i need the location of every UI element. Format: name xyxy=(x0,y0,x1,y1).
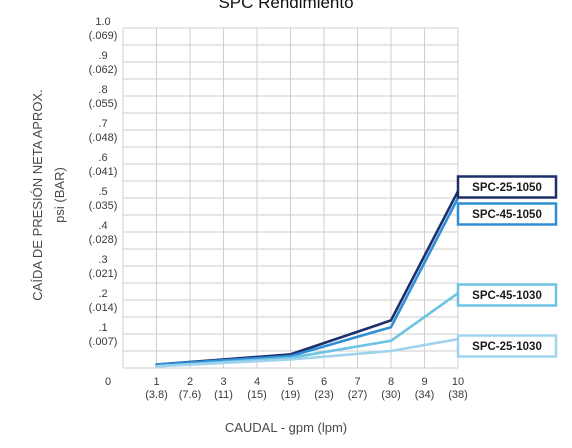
legend-box-spc-45-1050 xyxy=(456,202,558,226)
x-tick-label-lpm: (30) xyxy=(381,389,401,401)
legend: SPC-25-1050 SPC-45-1050 SPC-45-1030 SPC-25-… xyxy=(456,175,558,358)
x-axis-label: CAUDAL - gpm (lpm) xyxy=(225,420,347,435)
x-tick-label-lpm: (15) xyxy=(247,389,267,401)
y-tick-label-psi: .9 xyxy=(98,50,107,62)
legend-box-spc-45-1030 xyxy=(456,283,558,307)
x-tick-label-lpm: (19) xyxy=(281,389,301,401)
legend-label-spc-25-1030: SPC-25-1030 xyxy=(472,341,542,353)
y-tick-label-bar: (.007) xyxy=(89,336,118,348)
y-axis-label-line1: CAÍDA DE PRESIÓN NETA APROX. xyxy=(30,89,45,300)
y-tick-label-psi: .4 xyxy=(98,220,107,232)
legend-label-spc-45-1030: SPC-45-1030 xyxy=(472,290,542,302)
grid xyxy=(122,27,459,369)
legend-label-spc-25-1050: SPC-25-1050 xyxy=(472,182,542,194)
x-tick-label-lpm: (38) xyxy=(448,389,468,401)
legend-label-spc-45-1050: SPC-45-1050 xyxy=(472,209,542,221)
x-tick-label-lpm: (23) xyxy=(314,389,334,401)
x-tick-label-gpm: 3 xyxy=(220,376,226,388)
y-tick-label-psi: 1.0 xyxy=(95,16,110,28)
y-tick-label-psi: .3 xyxy=(98,254,107,266)
x-tick-label-gpm: 5 xyxy=(287,376,293,388)
y-tick-label-bar: (.055) xyxy=(89,98,118,110)
y-tick-label-psi: .1 xyxy=(98,322,107,334)
y-tick-label-psi: .7 xyxy=(98,118,107,130)
y-tick-label-bar: (.062) xyxy=(89,64,118,76)
series-line-spc-25-1030 xyxy=(155,337,460,368)
y-tick-label-psi: .5 xyxy=(98,186,107,198)
x-tick-label-lpm: (11) xyxy=(214,389,233,401)
x-tick-label-gpm: 6 xyxy=(321,376,327,388)
y-tick-label-bar: (.014) xyxy=(89,302,118,314)
y-axis-label-line2: psi (BAR) xyxy=(52,167,67,223)
y-tick-label-psi: .6 xyxy=(98,152,107,164)
x-tick-label-lpm: (34) xyxy=(415,389,435,401)
y-tick-label-psi: .8 xyxy=(98,84,107,96)
x-tick-label-lpm: (27) xyxy=(348,389,368,401)
y-tick-label-bar: (.021) xyxy=(89,268,118,280)
y-tick-label-psi: .2 xyxy=(98,288,107,300)
series-lines xyxy=(155,189,460,368)
axis-labels: CAUDAL - gpm (lpm) CAÍDA DE PRESIÓN NETA… xyxy=(30,89,347,435)
chart-title: SPC Rendimiento xyxy=(218,0,353,12)
y-tick-label-bar: (.048) xyxy=(89,132,118,144)
y-tick-label-bar: (.028) xyxy=(89,234,118,246)
x-tick-label-gpm: 4 xyxy=(254,376,260,388)
legend-box-spc-25-1030 xyxy=(456,334,558,358)
y-tick-label-bar: (.069) xyxy=(89,30,118,42)
y-tick-label-bar: (.035) xyxy=(89,200,118,212)
x-tick-label-gpm: 2 xyxy=(187,376,193,388)
x-tick-label-lpm: (7.6) xyxy=(179,389,202,401)
x-tick-label-lpm: (3.8) xyxy=(145,389,168,401)
x-tick-label-zero: 0 xyxy=(105,376,111,388)
x-tick-label-gpm: 10 xyxy=(452,376,464,388)
x-tick-label-gpm: 1 xyxy=(153,376,159,388)
x-tick-label-gpm: 8 xyxy=(388,376,394,388)
axes: 1(3.8)2(7.6)3(11)4(15)5(19)6(23)7(27)8(3… xyxy=(89,16,468,401)
x-tick-label-gpm: 9 xyxy=(421,376,427,388)
y-tick-label-bar: (.041) xyxy=(89,166,118,178)
x-tick-label-gpm: 7 xyxy=(354,376,360,388)
series-line-spc-45-1050 xyxy=(155,196,460,366)
legend-box-spc-25-1050 xyxy=(456,175,558,199)
